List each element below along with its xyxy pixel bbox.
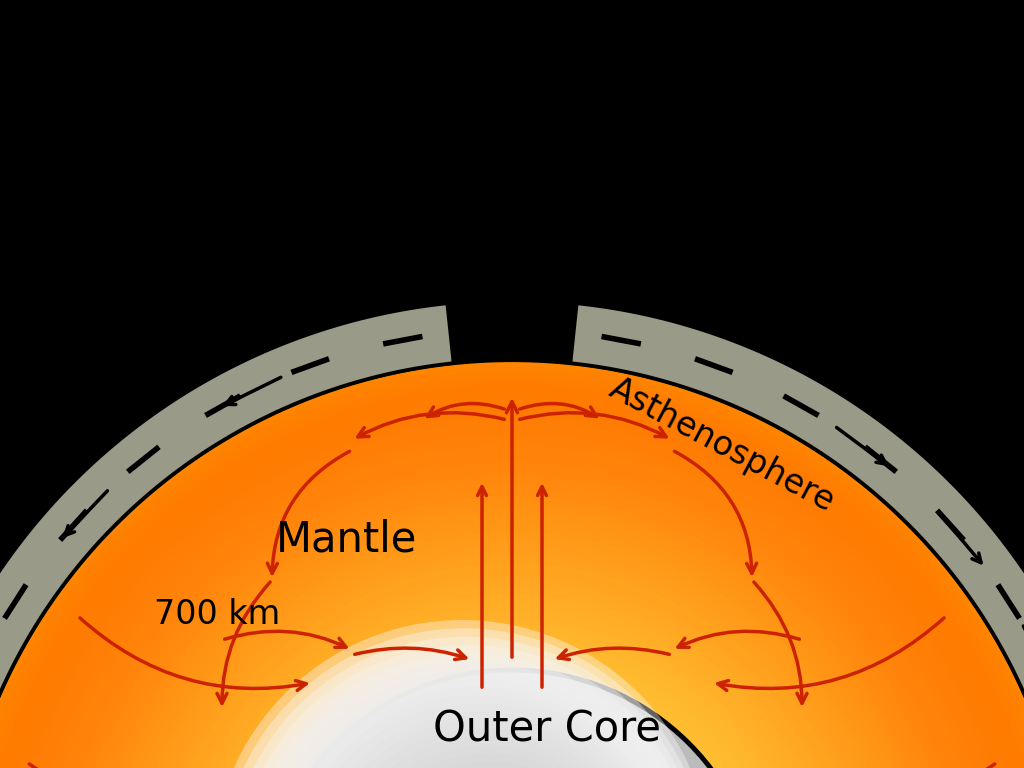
Polygon shape — [223, 631, 801, 768]
Circle shape — [329, 737, 642, 768]
Circle shape — [337, 745, 637, 768]
Polygon shape — [0, 403, 1024, 768]
Polygon shape — [0, 366, 1024, 768]
Circle shape — [237, 645, 697, 768]
Polygon shape — [248, 656, 776, 768]
FancyArrowPatch shape — [538, 487, 547, 687]
Circle shape — [321, 728, 647, 768]
FancyArrowPatch shape — [519, 403, 596, 416]
Polygon shape — [156, 563, 868, 768]
FancyArrowPatch shape — [267, 452, 349, 574]
Polygon shape — [137, 545, 887, 768]
Polygon shape — [13, 422, 1011, 768]
Polygon shape — [0, 372, 1024, 768]
Polygon shape — [19, 428, 1005, 768]
Circle shape — [270, 678, 677, 768]
Circle shape — [287, 695, 667, 768]
Circle shape — [254, 662, 687, 768]
Polygon shape — [100, 508, 924, 768]
Polygon shape — [236, 644, 788, 768]
Circle shape — [212, 620, 712, 768]
Polygon shape — [106, 514, 918, 768]
Polygon shape — [168, 575, 856, 768]
Polygon shape — [56, 465, 968, 768]
Polygon shape — [205, 613, 819, 768]
Polygon shape — [0, 360, 1024, 768]
Circle shape — [220, 628, 707, 768]
FancyArrowPatch shape — [428, 403, 505, 416]
FancyArrowPatch shape — [761, 764, 994, 768]
Polygon shape — [162, 569, 862, 768]
Polygon shape — [75, 483, 949, 768]
Circle shape — [228, 637, 702, 768]
Polygon shape — [0, 303, 454, 768]
FancyArrowPatch shape — [675, 452, 757, 574]
Text: 700 km: 700 km — [154, 598, 281, 631]
Polygon shape — [0, 391, 1024, 768]
Circle shape — [262, 670, 762, 768]
FancyArrowPatch shape — [30, 764, 263, 768]
Text: Asthenosphere: Asthenosphere — [604, 372, 841, 518]
Polygon shape — [44, 452, 980, 768]
Polygon shape — [62, 471, 962, 768]
Polygon shape — [254, 662, 770, 768]
FancyArrowPatch shape — [678, 631, 800, 647]
Polygon shape — [0, 379, 1024, 768]
Polygon shape — [143, 551, 881, 768]
Polygon shape — [1, 409, 1023, 768]
Polygon shape — [199, 607, 825, 768]
Circle shape — [304, 712, 657, 768]
Text: Outer Core: Outer Core — [433, 709, 662, 751]
FancyArrowPatch shape — [66, 491, 108, 535]
Text: Mantle: Mantle — [276, 519, 418, 561]
FancyArrowPatch shape — [477, 487, 486, 687]
FancyArrowPatch shape — [558, 648, 670, 660]
Polygon shape — [180, 588, 844, 768]
Polygon shape — [186, 594, 838, 768]
Circle shape — [345, 753, 632, 768]
FancyArrowPatch shape — [754, 582, 807, 703]
Polygon shape — [193, 601, 831, 768]
Polygon shape — [174, 582, 850, 768]
FancyArrowPatch shape — [226, 377, 281, 405]
FancyArrowPatch shape — [80, 618, 306, 690]
Circle shape — [353, 762, 627, 768]
FancyArrowPatch shape — [354, 648, 466, 660]
Circle shape — [312, 720, 652, 768]
Polygon shape — [113, 520, 911, 768]
FancyArrowPatch shape — [718, 618, 944, 690]
Polygon shape — [50, 458, 974, 768]
Polygon shape — [119, 526, 905, 768]
FancyArrowPatch shape — [217, 582, 270, 703]
FancyArrowPatch shape — [357, 412, 504, 437]
Polygon shape — [32, 440, 992, 768]
Polygon shape — [150, 557, 874, 768]
Polygon shape — [0, 397, 1024, 768]
Polygon shape — [81, 489, 943, 768]
Polygon shape — [229, 637, 795, 768]
Polygon shape — [69, 477, 955, 768]
Polygon shape — [0, 385, 1024, 768]
Circle shape — [279, 687, 672, 768]
Polygon shape — [570, 303, 1024, 768]
Polygon shape — [38, 446, 986, 768]
Polygon shape — [217, 625, 807, 768]
Polygon shape — [242, 650, 782, 768]
FancyArrowPatch shape — [520, 412, 667, 437]
FancyArrowPatch shape — [224, 631, 346, 647]
FancyArrowPatch shape — [837, 428, 886, 464]
Circle shape — [246, 654, 692, 768]
Polygon shape — [87, 495, 937, 768]
Polygon shape — [131, 538, 893, 768]
FancyArrowPatch shape — [942, 516, 981, 563]
Polygon shape — [125, 532, 899, 768]
Polygon shape — [26, 434, 998, 768]
Polygon shape — [0, 360, 1024, 768]
Circle shape — [262, 670, 682, 768]
Circle shape — [295, 703, 662, 768]
Polygon shape — [7, 415, 1017, 768]
Polygon shape — [211, 619, 813, 768]
Polygon shape — [93, 502, 931, 768]
FancyArrowPatch shape — [507, 402, 517, 657]
